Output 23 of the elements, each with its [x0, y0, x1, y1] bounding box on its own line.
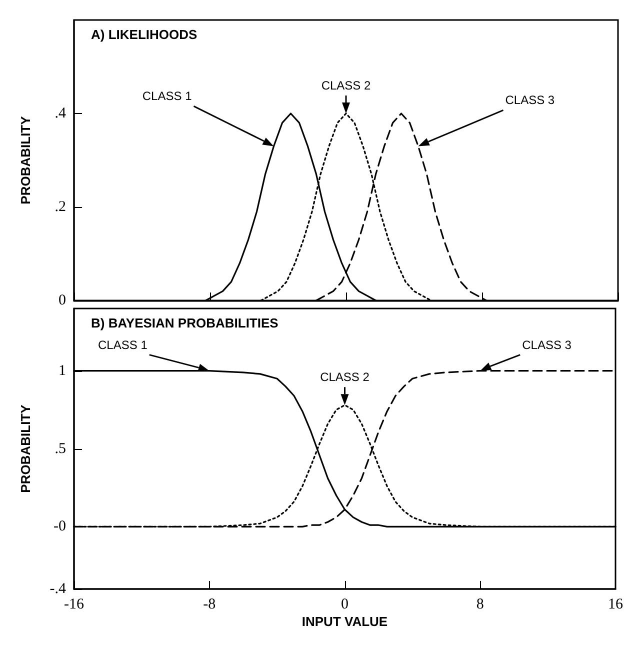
- x-tick-label: -16: [64, 596, 84, 612]
- series-label: CLASS 1: [98, 338, 148, 352]
- text: CLASS 1: [142, 89, 192, 104]
- y-tick-label: 1: [58, 362, 66, 379]
- x-axis-title: INPUT VALUE: [302, 614, 388, 629]
- x-tick-label: 8: [476, 596, 484, 612]
- text: CLASS 3: [505, 93, 555, 108]
- series-label: CLASS 3: [522, 338, 572, 352]
- x-tick-label: -8: [203, 596, 216, 612]
- y-tick-label: .5: [54, 440, 66, 457]
- text: B) BAYESIAN PROBABILITIES: [91, 316, 279, 330]
- y-axis-title: PROBABILITY: [18, 404, 33, 493]
- y-tick-label: .4: [54, 106, 66, 122]
- y-tick-label: -.4: [50, 581, 66, 597]
- text: CLASS 2: [321, 78, 372, 92]
- y-tick-label: 0: [58, 292, 66, 308]
- y-axis-title: PROBABILITY: [18, 116, 33, 204]
- text: A) LIKELIHOODS: [91, 27, 198, 42]
- y-tick-label: .2: [54, 199, 66, 215]
- x-tick-label: 16: [608, 596, 624, 612]
- text: CLASS 2: [320, 370, 370, 384]
- y-tick-label: -0: [54, 518, 66, 535]
- x-tick-label: 0: [341, 596, 348, 612]
